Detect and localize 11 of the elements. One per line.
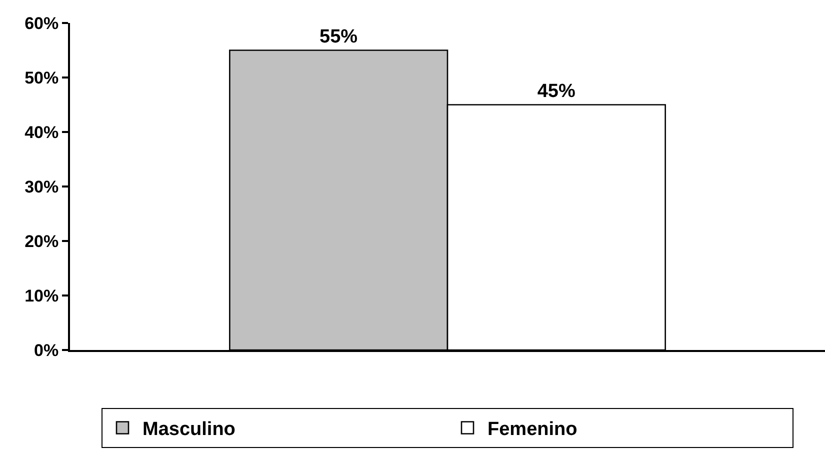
y-tick-label: 0% bbox=[34, 340, 59, 360]
y-tick-label: 60% bbox=[24, 14, 59, 33]
y-tick-label: 50% bbox=[24, 68, 59, 88]
y-tick-label: 20% bbox=[24, 232, 59, 251]
y-tick-label: 30% bbox=[24, 177, 59, 196]
legend-label: Femenino bbox=[488, 419, 578, 440]
data-label: 45% bbox=[537, 80, 576, 102]
data-label: 55% bbox=[320, 26, 358, 48]
y-tick-label: 10% bbox=[24, 286, 59, 306]
y-tick-label: 40% bbox=[24, 122, 59, 142]
legend-label: Masculino bbox=[142, 419, 236, 440]
